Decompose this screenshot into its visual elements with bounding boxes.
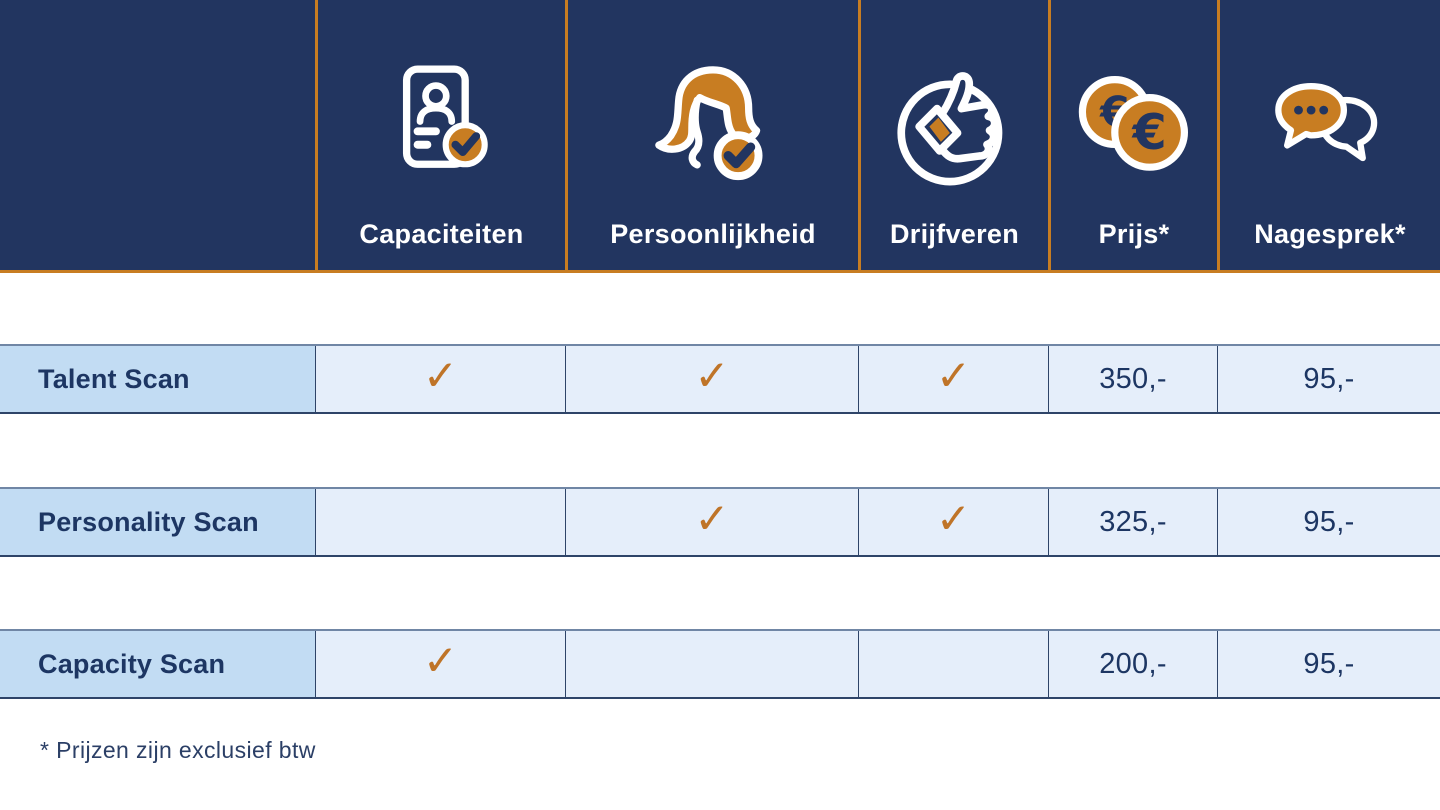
cell-persoonlijkheid bbox=[565, 631, 858, 697]
thumbs-up-icon bbox=[891, 26, 1019, 221]
speech-bubbles-icon bbox=[1267, 26, 1393, 221]
checkmark: ✓ bbox=[422, 636, 459, 685]
header-label-nagesprek: Nagesprek* bbox=[1254, 219, 1406, 249]
checkmark: ✓ bbox=[935, 351, 972, 400]
header-col-persoonlijkheid: Persoonlijkheid bbox=[565, 0, 858, 270]
footnote: * Prijzen zijn exclusief btw bbox=[40, 737, 316, 763]
cell-prijs: 200,- bbox=[1048, 631, 1217, 697]
price-value: 200,- bbox=[1099, 647, 1167, 680]
price-value: 95,- bbox=[1303, 505, 1355, 538]
checkmark: ✓ bbox=[935, 494, 972, 543]
cell-capaciteiten: ✓ bbox=[315, 631, 565, 697]
cell-capaciteiten bbox=[315, 489, 565, 555]
row-label: Personality Scan bbox=[38, 506, 259, 537]
cell-nagesprek: 95,- bbox=[1217, 631, 1440, 697]
cell-drijfveren: ✓ bbox=[858, 346, 1048, 412]
header-col-nagesprek: Nagesprek* bbox=[1217, 0, 1440, 270]
id-card-check-icon bbox=[381, 26, 503, 221]
price-value: 325,- bbox=[1099, 505, 1167, 538]
checkmark: ✓ bbox=[422, 351, 459, 400]
header-empty-cell bbox=[0, 0, 315, 270]
row-label-cell: Talent Scan bbox=[0, 346, 315, 412]
header-label-drijfveren: Drijfveren bbox=[889, 219, 1020, 249]
cell-nagesprek: 95,- bbox=[1217, 346, 1440, 412]
cell-prijs: 350,- bbox=[1048, 346, 1217, 412]
cell-persoonlijkheid: ✓ bbox=[565, 489, 858, 555]
cell-nagesprek: 95,- bbox=[1217, 489, 1440, 555]
euro-coins-icon: € € bbox=[1074, 26, 1194, 221]
woman-check-icon bbox=[647, 26, 779, 221]
checkmark: ✓ bbox=[694, 494, 730, 543]
row-label: Capacity Scan bbox=[38, 648, 226, 679]
checkmark: ✓ bbox=[694, 351, 730, 400]
table-row-capacity-scan: Capacity Scan ✓ 200,- 95,- bbox=[0, 629, 1440, 699]
svg-text:€: € bbox=[1131, 103, 1166, 161]
row-label-cell: Personality Scan bbox=[0, 489, 315, 555]
row-label-cell: Capacity Scan bbox=[0, 631, 315, 697]
cell-prijs: 325,- bbox=[1048, 489, 1217, 555]
header-label-persoonlijkheid: Persoonlijkheid bbox=[610, 219, 816, 249]
cell-persoonlijkheid: ✓ bbox=[565, 346, 858, 412]
table-row-talent-scan: Talent Scan ✓ ✓ ✓ 350,- 95,- bbox=[0, 344, 1440, 414]
table-header: Capaciteiten Persoonlijkheid bbox=[0, 0, 1440, 273]
cell-drijfveren: ✓ bbox=[858, 489, 1048, 555]
price-value: 95,- bbox=[1303, 647, 1355, 680]
price-value: 95,- bbox=[1303, 362, 1355, 395]
cell-drijfveren bbox=[858, 631, 1048, 697]
row-label: Talent Scan bbox=[38, 363, 190, 394]
header-col-prijs: € € Prijs* bbox=[1048, 0, 1217, 270]
header-label-capaciteiten: Capaciteiten bbox=[359, 219, 524, 249]
price-value: 350,- bbox=[1099, 362, 1167, 395]
header-label-prijs: Prijs* bbox=[1098, 219, 1170, 249]
header-col-drijfveren: Drijfveren bbox=[858, 0, 1048, 270]
cell-capaciteiten: ✓ bbox=[315, 346, 565, 412]
header-col-capaciteiten: Capaciteiten bbox=[315, 0, 565, 270]
table-row-personality-scan: Personality Scan ✓ ✓ 325,- 95,- bbox=[0, 487, 1440, 557]
